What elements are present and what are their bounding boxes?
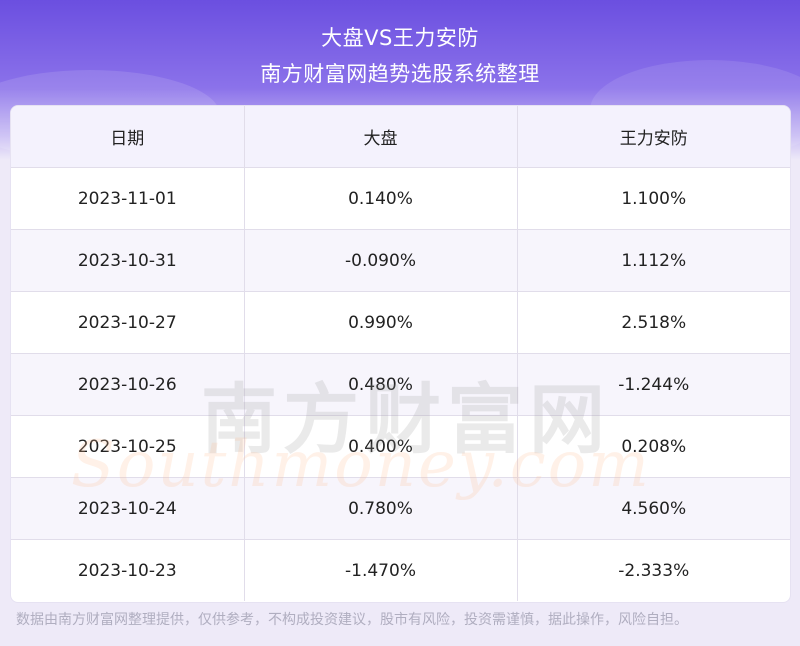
table-row: 2023-10-25 0.400% 0.208% xyxy=(11,415,790,478)
footer-disclaimer: 数据由南方财富网整理提供，仅供参考，不构成投资建议，股市有风险，投资需谨慎，据此… xyxy=(16,612,688,628)
date-cell: 2023-10-25 xyxy=(11,415,245,478)
comparison-table: 日期 大盘 王力安防 2023-11-01 0.140% 1.100% 2023… xyxy=(11,106,790,601)
date-cell: 2023-10-26 xyxy=(11,353,245,416)
table-row: 2023-10-24 0.780% 4.560% xyxy=(11,477,790,540)
stock-change-cell: 4.560% xyxy=(517,477,790,540)
stock-change-cell: 1.100% xyxy=(517,167,790,230)
page-subtitle: 南方财富网趋势选股系统整理 xyxy=(260,62,540,86)
stock-change-cell: -1.244% xyxy=(517,353,790,416)
market-change-cell: 0.780% xyxy=(244,477,518,540)
stock-change-cell: 0.208% xyxy=(517,415,790,478)
date-cell: 2023-10-27 xyxy=(11,291,245,354)
market-change-cell: -1.470% xyxy=(244,539,518,601)
stock-change-cell: 1.112% xyxy=(517,229,790,292)
table-row: 2023-10-23 -1.470% -2.333% xyxy=(11,539,790,601)
comparison-table-card: 日期 大盘 王力安防 2023-11-01 0.140% 1.100% 2023… xyxy=(10,105,791,603)
column-header-stock: 王力安防 xyxy=(517,106,790,168)
column-header-market: 大盘 xyxy=(244,106,518,168)
stock-change-cell: -2.333% xyxy=(618,560,690,581)
market-change-cell: 0.480% xyxy=(244,353,518,416)
page-title: 大盘VS王力安防 xyxy=(321,26,479,50)
market-change-cell: -0.090% xyxy=(244,229,518,292)
date-cell: 2023-10-31 xyxy=(11,229,245,292)
date-cell: 2023-10-24 xyxy=(11,477,245,540)
table-row: 2023-10-26 0.480% -1.244% xyxy=(11,353,790,416)
table-row: 2023-10-31 -0.090% 1.112% xyxy=(11,229,790,292)
table-row: 2023-11-01 0.140% 1.100% xyxy=(11,167,790,230)
table-header-row: 日期 大盘 王力安防 xyxy=(11,106,790,168)
column-header-date: 日期 xyxy=(11,106,245,168)
table-row: 2023-10-27 0.990% 2.518% xyxy=(11,291,790,354)
market-change-cell: 0.990% xyxy=(244,291,518,354)
market-change-cell: 0.400% xyxy=(244,415,518,478)
market-change-cell: 0.140% xyxy=(244,167,518,230)
date-cell: 2023-11-01 xyxy=(11,167,245,230)
stock-change-cell: 2.518% xyxy=(517,291,790,354)
date-cell: 2023-10-23 xyxy=(11,539,245,601)
